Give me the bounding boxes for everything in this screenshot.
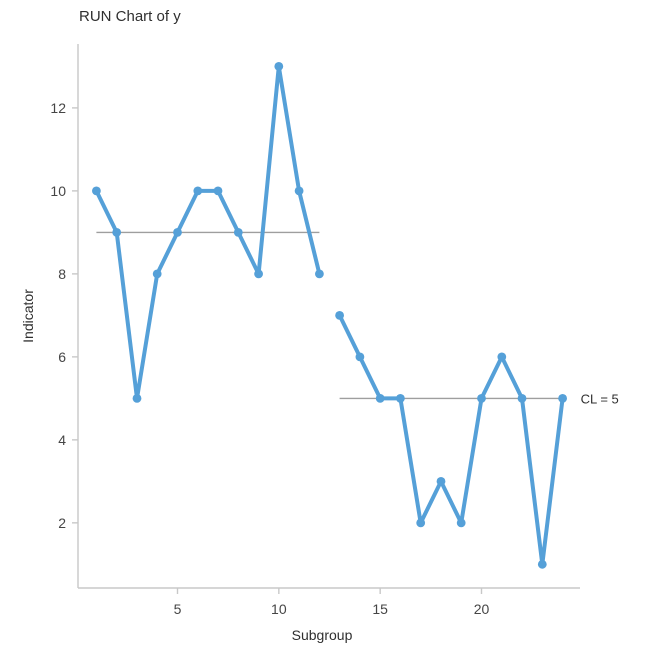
data-point [112, 228, 122, 237]
y-tick-label: 2 [58, 515, 66, 531]
x-tick-label: 20 [474, 601, 490, 617]
data-point [294, 186, 304, 196]
data-point [517, 394, 527, 403]
chart-title: RUN Chart of y [79, 8, 181, 25]
data-point [436, 477, 446, 486]
data-point [375, 394, 385, 403]
data-point [213, 186, 223, 196]
data-point [497, 352, 507, 362]
data-line [94, 64, 322, 401]
data-point [274, 62, 284, 71]
data-point [233, 228, 243, 237]
data-point [173, 228, 182, 237]
data-point [315, 269, 324, 279]
data-point [537, 559, 547, 569]
x-axis-label: Subgroup [292, 627, 353, 643]
data-point [193, 186, 203, 196]
center-line-label: CL = 5 [581, 391, 619, 406]
x-tick-label: 15 [372, 601, 388, 617]
data-point [558, 394, 567, 403]
data-point [132, 394, 142, 403]
data-point [477, 394, 486, 403]
x-tick-label: 5 [174, 601, 182, 617]
y-tick-label: 4 [58, 432, 66, 448]
y-tick-label: 6 [58, 349, 66, 365]
data-point [355, 352, 365, 362]
y-tick-label: 8 [58, 266, 66, 282]
data-point [152, 269, 162, 279]
data-point [92, 186, 101, 196]
data-point [254, 269, 263, 279]
y-tick-label: 10 [50, 183, 66, 199]
x-tick-label: 10 [271, 601, 287, 617]
data-point [396, 394, 405, 403]
y-axis-label: Indicator [20, 289, 36, 343]
data-point [335, 311, 344, 320]
data-line [337, 313, 565, 567]
data-point [416, 518, 426, 528]
data-point [456, 518, 466, 528]
plot-area: 5 10 15 20 2 4 6 8 10 12 CL = 5 [50, 44, 619, 617]
y-tick-label: 12 [50, 100, 66, 116]
